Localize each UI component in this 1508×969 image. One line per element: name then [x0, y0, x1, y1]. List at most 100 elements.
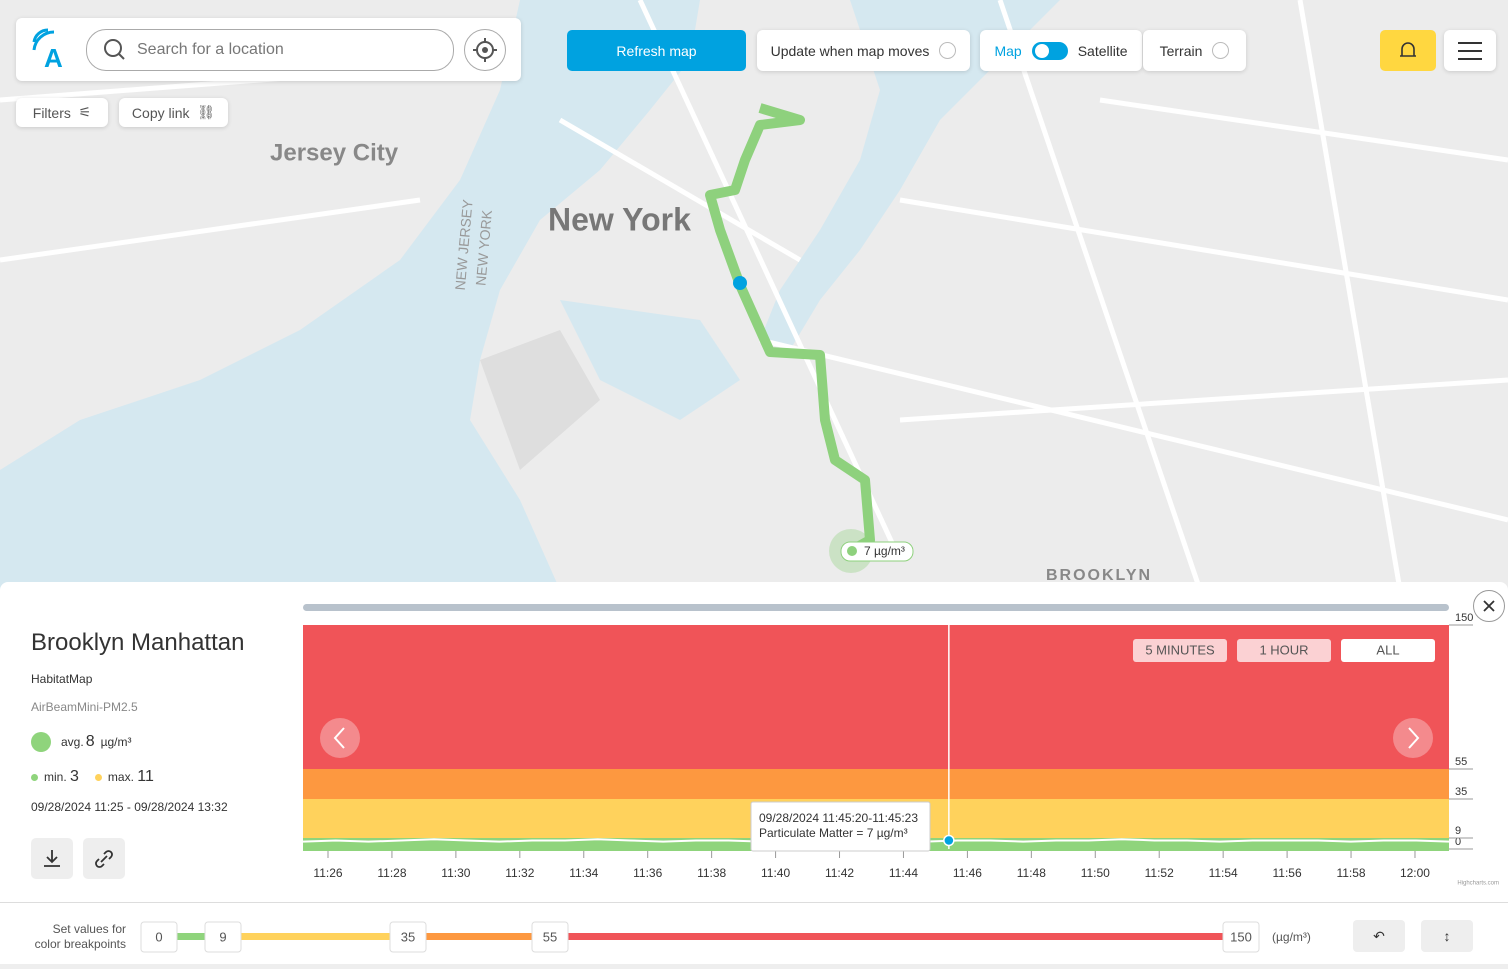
x-tick-label: 11:40: [761, 866, 790, 880]
threshold-segment: [159, 933, 223, 940]
range-button[interactable]: 1 HOUR: [1237, 639, 1331, 662]
refresh-label: Refresh map: [616, 42, 697, 59]
range-label: ALL: [1376, 642, 1399, 657]
search-input[interactable]: Search for a location: [86, 29, 454, 71]
min-label: min.: [44, 770, 67, 784]
thresholds-label-line: color breakpoints: [34, 937, 126, 951]
threshold-input[interactable]: 35: [389, 921, 427, 953]
y-tick-label: 150: [1455, 612, 1473, 624]
alerts-button[interactable]: [1380, 30, 1436, 71]
nav-arrow-bg: [1393, 718, 1433, 758]
map-type[interactable]: Map Satellite: [980, 30, 1142, 71]
thresholds-label-line: Set values for: [52, 922, 126, 936]
y-tick-label: 9: [1455, 825, 1461, 837]
threshold-input[interactable]: 0: [140, 921, 178, 953]
avg-label: avg.: [61, 735, 84, 749]
threshold-unit: (µg/m³): [1272, 930, 1311, 944]
x-tick-label: 11:36: [633, 866, 662, 880]
threshold-value: 55: [543, 929, 557, 944]
credit: Highcharts.com: [1457, 881, 1499, 887]
x-tick-label: 11:54: [1209, 866, 1238, 880]
range-button-bg: [1237, 639, 1331, 662]
menu-button[interactable]: [1444, 30, 1496, 71]
max-label: max.: [107, 770, 134, 784]
threshold-value: 9: [219, 929, 226, 944]
map-label: Jersey City: [270, 139, 399, 166]
x-tick-label: 11:48: [1017, 866, 1046, 880]
tooltip-text: Particulate Matter = 7 µg/m³: [759, 826, 908, 840]
range-button-bg: [1133, 639, 1227, 662]
map-label: BROOKLYN: [1046, 567, 1152, 584]
nav-arrow[interactable]: [320, 718, 360, 758]
session-dates: 09/28/2024 11:25 - 09/28/2024 13:32: [31, 800, 228, 814]
chart: 09 35 55 150 11:26 11:28 11:30 11:32 11:34 11:36 1…: [302, 604, 1499, 887]
x-tick-label: 11:58: [1336, 866, 1365, 880]
session-title: Brooklyn Manhattan: [31, 629, 245, 656]
threshold-value: 150: [1230, 929, 1252, 944]
threshold-input[interactable]: 55: [531, 921, 569, 953]
close-button[interactable]: [1473, 590, 1505, 622]
session-owner: HabitatMap: [31, 672, 93, 686]
nav-arrow-icon: [1408, 727, 1420, 749]
threshold-segment: [223, 933, 408, 940]
reset-button[interactable]: ↶: [1353, 920, 1405, 952]
x-tick-label: 11:42: [825, 866, 854, 880]
sensor-name: AirBeamMini-PM2.5: [31, 700, 138, 714]
threshold-input[interactable]: 150: [1222, 921, 1260, 953]
refresh-button[interactable]: Refresh map: [567, 30, 746, 71]
threshold-segment: [408, 933, 550, 940]
terrain-label: Terrain: [1159, 42, 1203, 59]
thresholds-bar: Set values for color breakpoints 0 9 35 55 15…: [0, 902, 1508, 964]
expand-button[interactable]: ↕: [1421, 920, 1473, 952]
update-toggle[interactable]: Update when map moves: [757, 30, 970, 71]
thresholds-svg: 0 9 35 55 150: [140, 921, 1260, 953]
y-tick-label: 55: [1455, 756, 1467, 768]
threshold-box: [531, 921, 569, 953]
threshold-box: [140, 921, 178, 953]
marker-label: 7 µg/m³: [864, 544, 905, 558]
threshold-input[interactable]: 9: [204, 921, 242, 953]
map-label: NEW JERSEY: [452, 198, 476, 291]
x-tick-label: 11:28: [377, 866, 406, 880]
map: 7 µg/m³ Jersey City New York NEW JERSEY …: [0, 0, 1508, 590]
range-button[interactable]: 5 MINUTES: [1133, 639, 1227, 662]
nav-arrow[interactable]: [1393, 718, 1433, 758]
color-band: [303, 769, 1449, 799]
download-button[interactable]: [31, 838, 73, 879]
nav-arrow-icon: [333, 727, 345, 749]
search-placeholder: Search for a location: [137, 41, 284, 58]
x-tick-label: 11:46: [953, 866, 982, 880]
range-label: 5 MINUTES: [1145, 642, 1215, 657]
terrain-toggle[interactable]: Terrain: [1143, 30, 1246, 71]
hover-point: [943, 834, 955, 847]
range-label: 1 HOUR: [1259, 642, 1308, 657]
thresholds-label: Set values for color breakpoints: [20, 922, 126, 952]
map-label: Map: [994, 42, 1022, 59]
copy-link-label: Copy link: [131, 104, 190, 121]
tooltip-text: 09/28/2024 11:45:20-11:45:23: [759, 811, 918, 825]
x-tick-label: 12:00: [1400, 866, 1430, 880]
range-button[interactable]: ALL: [1341, 639, 1435, 662]
threshold-box: [1222, 921, 1260, 953]
navigator[interactable]: [303, 604, 1449, 611]
range-button-bg: [1341, 639, 1435, 662]
avg-value: 8: [85, 733, 95, 750]
max-value: 11: [137, 768, 154, 785]
min-max: min. 3 max. 11: [31, 768, 154, 786]
x-tick-label: 11:56: [1273, 866, 1302, 880]
y-tick-label: 0: [1455, 836, 1461, 848]
x-tick-label: 11:34: [569, 866, 598, 880]
logo: A: [32, 28, 63, 72]
copy-link-button[interactable]: Copy link ⛓: [119, 98, 228, 127]
link-button[interactable]: [83, 838, 125, 879]
svg-text:A: A: [44, 43, 63, 72]
threshold-box: [204, 921, 242, 953]
filters-button[interactable]: Filters ⚟: [16, 98, 108, 127]
x-tick-label: 11:44: [889, 866, 918, 880]
x-tick-label: 11:32: [505, 866, 534, 880]
avg: avg. 8 µg/m³: [31, 732, 132, 752]
locate-button[interactable]: [464, 29, 506, 71]
threshold-segment: [550, 933, 1241, 940]
x-tick-label: 11:30: [441, 866, 470, 880]
